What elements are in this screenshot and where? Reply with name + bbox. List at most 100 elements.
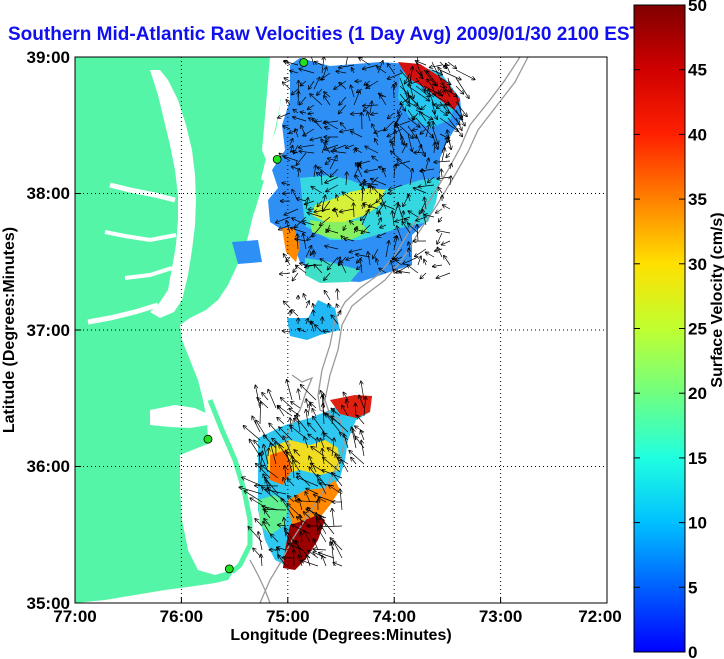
velocity-vector — [399, 271, 411, 273]
velocity-vector — [380, 225, 387, 228]
velocity-vector — [339, 96, 347, 105]
velocity-vector — [312, 118, 323, 130]
velocity-vector — [312, 224, 323, 237]
velocity-vector — [388, 112, 395, 118]
velocity-vector — [339, 64, 355, 68]
velocity-vector — [298, 91, 299, 106]
velocity-vector — [349, 248, 363, 252]
velocity-vector — [287, 380, 293, 401]
velocity-vector — [292, 88, 299, 95]
velocity-vector — [331, 416, 349, 433]
velocity-vector — [279, 427, 293, 441]
velocity-vector — [313, 77, 320, 90]
velocity-vector — [421, 104, 427, 110]
velocity-vector — [399, 69, 411, 82]
velocity-vector — [355, 403, 356, 417]
velocity-vector — [401, 144, 407, 154]
velocity-vector — [337, 289, 338, 301]
velocity-vector — [434, 161, 451, 162]
velocity-vector — [380, 194, 387, 210]
velocity-vector — [345, 238, 355, 241]
velocity-vector — [387, 64, 395, 74]
velocity-vector — [284, 78, 291, 81]
velocity-vector — [420, 272, 427, 279]
velocity-vector — [333, 563, 343, 567]
velocity-vector — [264, 519, 271, 527]
velocity-vector — [356, 163, 363, 178]
y-tick-label: 35:00 — [27, 594, 70, 613]
velocity-vector — [322, 449, 324, 465]
velocity-vector — [283, 436, 293, 457]
velocity-vector — [408, 223, 419, 234]
velocity-vector — [357, 88, 363, 92]
velocity-vector — [290, 228, 307, 234]
velocity-vector — [409, 248, 410, 258]
velocity-vector — [424, 259, 426, 266]
velocity-vector — [317, 88, 323, 95]
velocity-vector — [397, 226, 403, 242]
velocity-vector — [399, 101, 405, 111]
velocity-vector — [323, 200, 331, 211]
velocity-vector — [415, 69, 423, 78]
velocity-vector — [321, 72, 331, 80]
velocity-vector — [349, 451, 365, 465]
velocity-vector — [355, 229, 371, 234]
velocity-vector — [308, 104, 315, 109]
velocity-vector — [431, 101, 435, 114]
velocity-vector — [368, 176, 379, 188]
velocity-vector — [385, 241, 389, 258]
velocity-vector — [362, 187, 363, 202]
colorbar-tick-label: 30 — [688, 255, 707, 274]
velocity-vector — [312, 409, 317, 417]
velocity-vector — [299, 151, 315, 153]
velocity-vector — [431, 133, 438, 149]
velocity-vector — [282, 331, 291, 332]
velocity-vector — [318, 498, 327, 503]
velocity-vector — [281, 498, 295, 519]
velocity-vector — [332, 509, 334, 527]
velocity-vector — [328, 158, 339, 162]
velocity-vector — [309, 80, 315, 89]
colorbar-tick-label: 15 — [688, 449, 707, 468]
velocity-vector — [314, 208, 331, 212]
velocity-vector — [431, 109, 437, 119]
velocity-vector — [310, 402, 317, 409]
velocity-vector — [296, 265, 307, 274]
velocity-vector — [313, 310, 314, 317]
velocity-vector — [431, 77, 437, 86]
velocity-vector — [377, 232, 387, 237]
velocity-vector — [301, 385, 317, 401]
velocity-vector — [398, 104, 403, 113]
velocity-vector — [407, 117, 420, 127]
velocity-vector — [428, 176, 435, 183]
velocity-vector — [294, 419, 301, 425]
velocity-vector — [392, 259, 403, 266]
velocity-vector — [326, 136, 331, 142]
velocity-vector — [290, 139, 293, 146]
velocity-vector — [306, 410, 308, 425]
velocity-vector — [316, 438, 317, 449]
velocity-vector — [314, 495, 335, 503]
velocity-vector — [331, 151, 347, 153]
bathymetry-contour-shelf — [324, 57, 529, 416]
velocity-vector — [293, 460, 301, 473]
station-marker — [272, 154, 282, 164]
velocity-vector — [361, 224, 371, 233]
pamlico-sound — [180, 440, 250, 575]
velocity-vector — [353, 203, 354, 218]
velocity-vector — [340, 123, 347, 130]
velocity-vector — [351, 457, 357, 465]
velocity-vector — [285, 466, 286, 479]
velocity-vector — [415, 85, 430, 97]
velocity-vector — [310, 136, 323, 140]
velocity-vector — [287, 496, 295, 503]
velocity-vector — [340, 128, 355, 132]
velocity-vector — [346, 257, 355, 260]
velocity-vector — [303, 233, 307, 250]
velocity-vector — [351, 85, 355, 98]
colorbar-tick-label: 20 — [688, 384, 707, 403]
velocity-vector — [300, 532, 302, 543]
velocity-vector — [424, 215, 435, 217]
velocity-vector — [363, 105, 379, 106]
velocity-vector — [377, 200, 387, 214]
